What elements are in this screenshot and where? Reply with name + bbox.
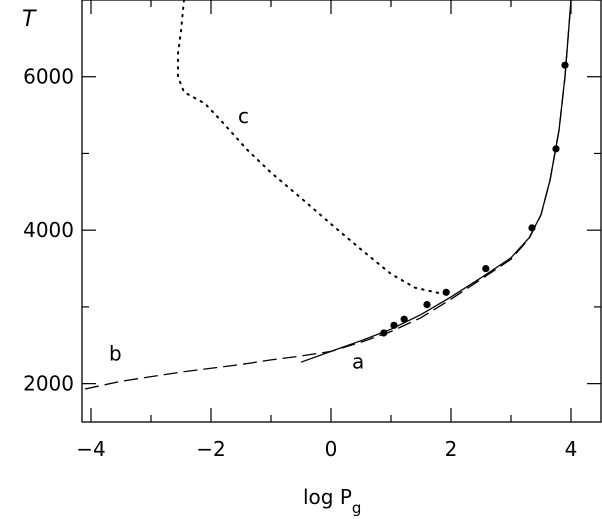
data-point [482, 264, 490, 273]
series-layer [84, 0, 572, 390]
data-point [380, 329, 388, 337]
x-tick-label: 0 [325, 437, 338, 461]
axis-tick-labels: −4 −2 0 2 4 2000 4000 6000 [23, 65, 577, 461]
y-tick-label: 6000 [23, 65, 74, 89]
x-axis-title-log: log P [303, 485, 352, 509]
x-tick-label: −2 [196, 437, 225, 461]
axis-ticks [82, 0, 601, 422]
curve-label-b: b [109, 342, 122, 366]
curve-label-c: c [238, 104, 249, 128]
y-axis-title: T [22, 7, 37, 32]
data-point [390, 321, 398, 329]
annotation-layer: a b c [109, 104, 364, 374]
data-point [423, 301, 431, 309]
y-tick-label: 4000 [23, 218, 74, 242]
data-point [400, 315, 408, 323]
plot-frame [81, 0, 602, 423]
x-axis-title: log Pg [303, 485, 361, 517]
data-point [528, 224, 536, 232]
data-point [561, 61, 569, 69]
x-tick-label: −4 [76, 437, 105, 461]
x-axis-title-sub: g [352, 499, 362, 517]
data-point [552, 145, 560, 153]
curve-label-a: a [352, 349, 364, 373]
x-tick-label: 4 [565, 437, 578, 461]
series-line-dashed [84, 0, 572, 390]
series-line-dotted [177, 0, 452, 295]
y-tick-label: 2000 [23, 372, 74, 396]
x-tick-label: 2 [445, 437, 458, 461]
data-point [442, 288, 450, 296]
marker-layer [380, 61, 569, 337]
